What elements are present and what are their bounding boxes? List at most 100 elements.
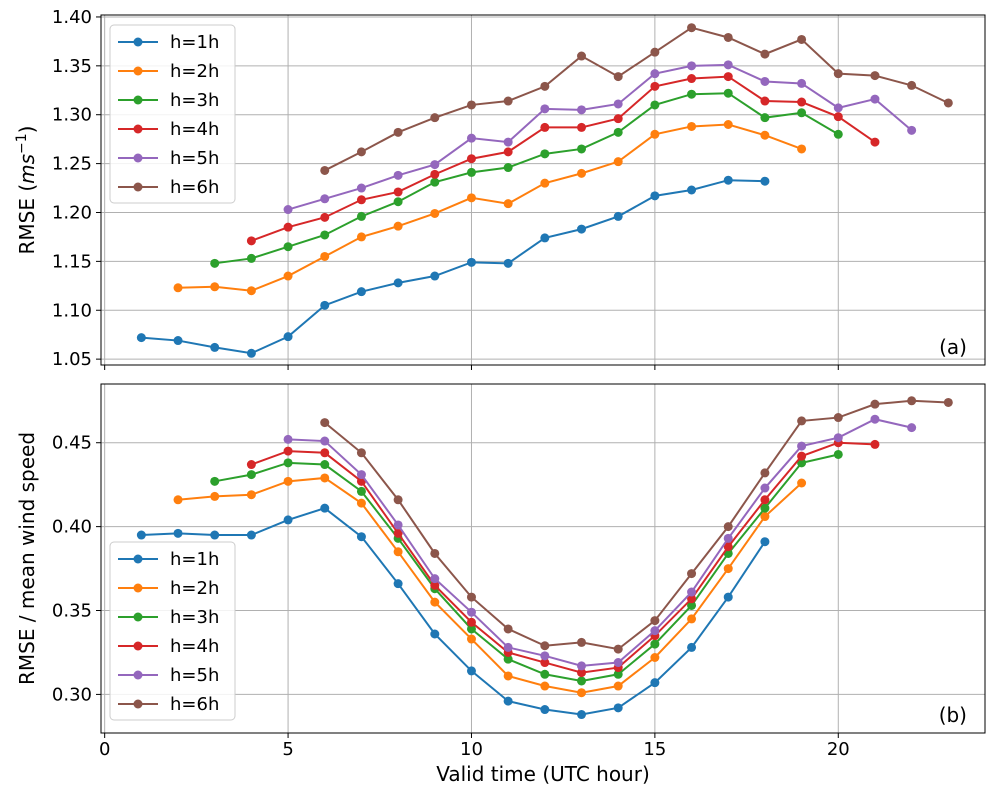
panel-a-ticks: 1.05 1.10 1.15 1.20 1.25 1.30 1.35 1.40 [52, 7, 839, 370]
data-point [577, 688, 587, 698]
panel-b-series [136, 396, 953, 720]
data-point [650, 100, 660, 110]
data-point [173, 283, 183, 293]
data-point [393, 579, 403, 589]
legend-entry-h=2h: h=2h [118, 61, 219, 82]
data-point [723, 32, 733, 42]
data-point [503, 147, 513, 157]
data-point [283, 515, 293, 525]
legend-label: h=4h [170, 119, 219, 140]
series-line [177, 476, 803, 694]
panel-a-legend: h=1h h=2h h=3h h=4h h=5h h=6h [109, 24, 236, 204]
panel-a: 1.05 1.10 1.15 1.20 1.25 1.30 1.35 1.40 RMSE (m… [14, 7, 986, 370]
data-point [173, 495, 183, 505]
x-tick-label: 10 [460, 739, 483, 760]
series-h=6h [320, 23, 953, 175]
series-h=4h [246, 438, 880, 678]
data-point [540, 178, 550, 188]
data-point [430, 113, 440, 123]
data-point [466, 617, 476, 627]
data-point [760, 512, 770, 522]
data-point [246, 460, 256, 470]
series-line [214, 92, 839, 265]
data-point [173, 336, 183, 346]
data-point [943, 98, 953, 108]
data-point [430, 177, 440, 187]
data-point [723, 564, 733, 574]
data-point [687, 614, 697, 624]
data-point [246, 253, 256, 263]
panel-b-grid [101, 384, 985, 733]
legend-label: h=1h [170, 32, 219, 53]
data-point [797, 108, 807, 118]
data-point [723, 542, 733, 552]
legend-swatch-marker [133, 124, 143, 134]
data-point [466, 592, 476, 602]
data-point [136, 530, 146, 540]
legend-entry-h=1h: h=1h [118, 32, 219, 53]
series-line [178, 123, 802, 292]
x-tick-label: 5 [282, 739, 293, 760]
data-point [320, 503, 330, 513]
data-point [356, 195, 366, 205]
series-line [324, 399, 949, 651]
data-point [246, 236, 256, 246]
data-point [283, 458, 293, 468]
data-point [503, 624, 513, 634]
legend-entry-h=4h: h=4h [118, 119, 219, 140]
data-point [833, 129, 843, 139]
data-point [870, 94, 880, 104]
data-point [797, 441, 807, 451]
legend-label: h=2h [170, 578, 219, 599]
data-point [210, 258, 220, 268]
data-point [870, 414, 880, 424]
legend-entry-h=6h: h=6h [118, 177, 219, 198]
data-point [760, 537, 770, 547]
data-point [540, 681, 550, 691]
legend-swatch-marker [133, 612, 143, 622]
series-line [141, 179, 765, 355]
data-point [466, 133, 476, 143]
data-point [356, 486, 366, 496]
data-point [577, 105, 587, 115]
data-point [210, 476, 220, 486]
data-point [687, 74, 697, 84]
data-point [613, 669, 623, 679]
series-line [324, 26, 949, 172]
data-point [833, 103, 843, 113]
data-point [356, 448, 366, 458]
data-point [687, 569, 697, 579]
legend-label: h=3h [170, 90, 219, 111]
data-point [503, 258, 513, 268]
y-tick-label: 1.40 [52, 7, 92, 28]
data-point [760, 76, 770, 86]
data-point [246, 470, 256, 480]
data-point [540, 658, 550, 668]
panel-a-series [136, 23, 953, 358]
data-point [283, 222, 293, 232]
data-point [760, 483, 770, 493]
data-point [540, 651, 550, 661]
data-point [393, 278, 403, 288]
data-point [430, 580, 440, 590]
data-point [356, 498, 366, 508]
y-tick-label: 0.30 [52, 684, 92, 705]
data-point [320, 251, 330, 261]
data-point [246, 530, 256, 540]
legend-swatch-marker [133, 583, 143, 593]
data-point [393, 528, 403, 538]
data-point [503, 199, 513, 209]
data-point [907, 125, 917, 135]
data-point [760, 113, 770, 123]
data-point [797, 34, 807, 44]
legend-entry-h=6h: h=6h [118, 694, 219, 715]
data-point [723, 175, 733, 185]
data-point [613, 658, 623, 668]
data-point [613, 211, 623, 221]
data-point [723, 88, 733, 98]
x-tick-label: 0 [99, 739, 110, 760]
series-line [214, 453, 839, 683]
data-point [650, 69, 660, 79]
data-point [760, 49, 770, 59]
data-point [833, 413, 843, 423]
